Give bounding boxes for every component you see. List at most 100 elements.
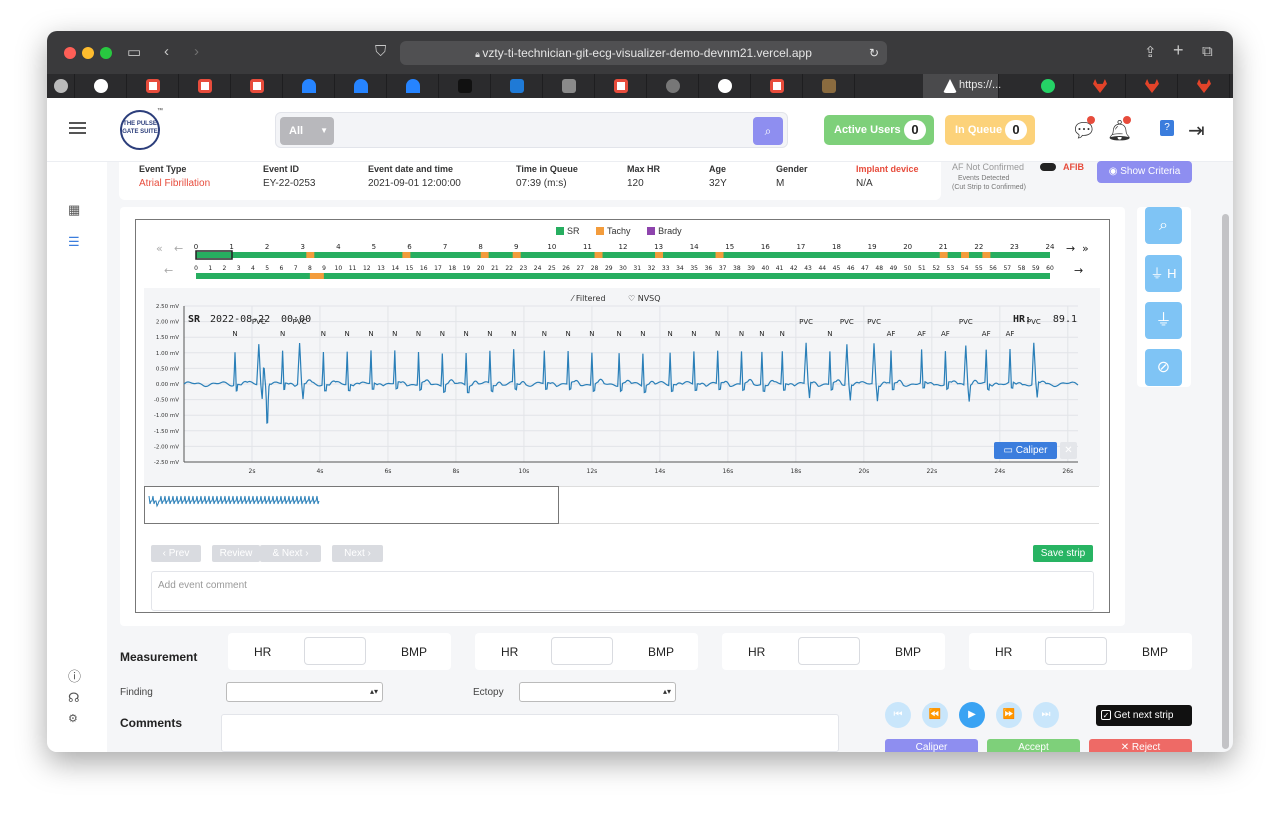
dashboard-icon[interactable]: ▦ (68, 202, 81, 217)
rhythm-legend: SR Tachy Brady (556, 226, 682, 236)
hide-button[interactable]: ⊘ (1145, 349, 1182, 386)
accept-button[interactable]: Accept (987, 739, 1080, 752)
search-button[interactable]: ⌕ (753, 117, 783, 145)
comments-textarea[interactable] (221, 714, 839, 752)
strip-overview[interactable] (144, 486, 559, 524)
shield-icon[interactable]: ⛉ (375, 43, 387, 60)
page-scrollbar[interactable] (1222, 214, 1229, 749)
tab-gitlab-3[interactable] (1178, 74, 1230, 98)
prev-button[interactable]: ‹ Prev (151, 545, 201, 562)
get-next-strip-toggle[interactable]: ✓ Get next strip (1096, 705, 1192, 726)
fast-forward-button[interactable]: ⏩ (996, 702, 1022, 728)
gitlab-icon (1093, 79, 1107, 93)
forward-arrow-icon[interactable]: › (194, 43, 199, 60)
bell-icon[interactable]: 🔔︎ (1107, 120, 1133, 142)
x-tick-label: 24s (994, 468, 1005, 475)
close-window-button[interactable] (64, 47, 76, 59)
share-icon[interactable]: ⇪ (1144, 44, 1157, 61)
address-bar[interactable]: 🔒︎ vzty-ti-technician-git-ecg-visualizer… (400, 41, 887, 65)
play-button[interactable]: ▶ (959, 702, 985, 728)
next-button[interactable]: Next › (332, 545, 383, 562)
hamburger-menu-icon[interactable] (69, 122, 86, 134)
logout-icon[interactable]: ⇥ (1188, 120, 1205, 142)
help-circle-icon[interactable]: ⓘ (68, 669, 82, 684)
tab-github-1[interactable] (75, 74, 127, 98)
skip-end-button[interactable]: ⏭ (1033, 702, 1059, 728)
filter-button[interactable]: ⏚ (1145, 302, 1182, 339)
settings-gear-icon[interactable]: ⚙ (68, 713, 78, 725)
tab-dark-1[interactable] (439, 74, 491, 98)
new-tab-icon[interactable]: + (1173, 40, 1184, 60)
event-comment-input[interactable]: Add event comment (151, 571, 1094, 611)
show-criteria-button[interactable]: ◉ Show Criteria (1097, 161, 1192, 183)
caliper-button[interactable]: ▭ Caliper (994, 442, 1057, 459)
and-next-button[interactable]: & Next › (260, 545, 321, 562)
tab-atlassian-1[interactable] (283, 74, 335, 98)
close-icon: ✕ (1120, 742, 1132, 752)
minimize-window-button[interactable] (82, 47, 94, 59)
tab-app-5[interactable] (751, 74, 803, 98)
hr-input[interactable] (551, 637, 613, 665)
review-button[interactable]: Review (212, 545, 260, 562)
tab-apple-1[interactable] (647, 74, 699, 98)
help-book-icon[interactable]: ? (1160, 120, 1174, 136)
tab-pinned-1[interactable] (47, 74, 75, 98)
ectopy-select[interactable]: ▴▾ (519, 682, 676, 702)
search-input[interactable] (338, 117, 748, 145)
rewind-button[interactable]: ⏪ (922, 702, 948, 728)
tab-overview-icon[interactable]: ⧉ (1202, 43, 1213, 60)
tab-notion-1[interactable] (543, 74, 595, 98)
zoom-search-button[interactable]: ⌕ (1145, 207, 1182, 244)
tab-brown-1[interactable] (803, 74, 855, 98)
reject-button[interactable]: ✕ Reject (1089, 739, 1192, 752)
skip-start-button[interactable]: ⏮ (885, 702, 911, 728)
tab-app-4[interactable] (595, 74, 647, 98)
tab-blue-1[interactable] (491, 74, 543, 98)
af-toggle-switch[interactable] (1040, 163, 1056, 171)
maximize-window-button[interactable] (100, 47, 112, 59)
tab-whatsapp[interactable] (1022, 74, 1074, 98)
finding-select[interactable]: ▴▾ (226, 682, 383, 702)
timeline-arrow-icon[interactable]: « (156, 242, 163, 255)
beat-label: AF (1006, 330, 1015, 338)
tab-active[interactable]: https://... (923, 74, 1001, 98)
beat-label: N (715, 330, 720, 338)
timeline-arrow-icon[interactable]: → (1074, 264, 1083, 277)
ecg-list-icon[interactable]: ☰ (68, 234, 80, 249)
age-value: 32Y (709, 178, 727, 189)
filter-h-button[interactable]: ⏚ H (1145, 255, 1182, 292)
rhythm-timeline[interactable]: «← → »← →0 1 2 3 4 5 6 7 8 9 10 11 12 13 14 15 16 17 18 19 20 21… (136, 237, 1111, 303)
sidebar-toggle-icon[interactable]: ▭ (127, 44, 142, 61)
tab-atlassian-3[interactable] (387, 74, 439, 98)
back-arrow-icon[interactable]: ‹ (164, 43, 169, 60)
headset-icon[interactable]: ☊ (68, 690, 80, 705)
tab-app-1[interactable] (127, 74, 179, 98)
hr-input[interactable] (304, 637, 366, 665)
timeline-arrow-icon[interactable]: ← (174, 242, 183, 255)
search-filter-select[interactable]: All ▼ (280, 117, 334, 145)
tab-app-3[interactable] (231, 74, 283, 98)
active-users-pill[interactable]: Active Users 0 (824, 115, 934, 145)
pulse-gate-suite-logo: THE PULSE GATE SUITE (120, 110, 160, 150)
hr-input[interactable] (1045, 637, 1107, 665)
tab-app-2[interactable] (179, 74, 231, 98)
reload-icon[interactable]: ↻ (868, 46, 879, 60)
caliper-close-button[interactable]: ✕ (1060, 442, 1077, 459)
hr-input[interactable] (798, 637, 860, 665)
in-queue-pill[interactable]: In Queue 0 (945, 115, 1035, 145)
timeline-arrow-icon[interactable]: ← (164, 264, 173, 277)
x-tick-label: 8s (452, 468, 459, 475)
tab-gitlab-2[interactable] (1126, 74, 1178, 98)
timeline-arrow-icon[interactable]: → (1066, 242, 1075, 255)
caliper-action-button[interactable]: Caliper (885, 739, 978, 752)
chat-icon[interactable]: 💬︎ (1071, 120, 1097, 142)
timeline-arrow-icon[interactable]: » (1082, 242, 1089, 255)
hour-tick-label: 21 (939, 243, 948, 251)
ecg-chart[interactable]: ⁄ Filtered ♡ NVSQ 2.50 mV 2.00 mV 1.50 mV 1.0… (144, 288, 1100, 486)
tab-atlassian-2[interactable] (335, 74, 387, 98)
save-strip-button[interactable]: Save strip (1033, 545, 1093, 562)
atlassian-icon (406, 79, 420, 93)
tab-gitlab-1[interactable] (1074, 74, 1126, 98)
y-tick-label: -1.50 mV (154, 429, 179, 435)
tab-github-2[interactable] (699, 74, 751, 98)
